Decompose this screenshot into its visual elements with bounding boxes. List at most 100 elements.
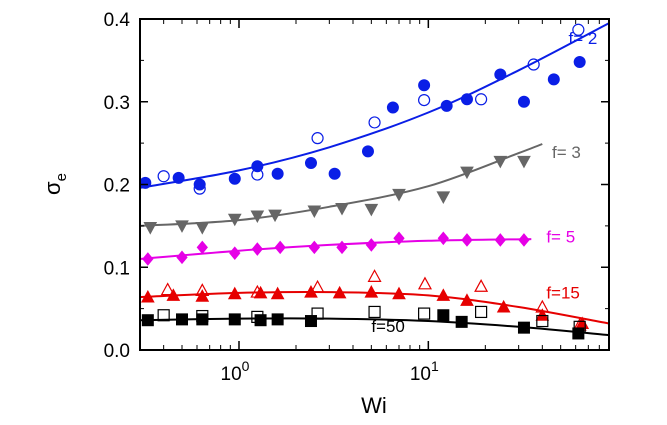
series-5-filled-point-8 (437, 309, 450, 322)
series-2-filled-point-14 (517, 155, 531, 169)
y-tick-label: 0.4 (104, 10, 131, 31)
series-1-filled-point-12 (440, 99, 453, 112)
x-axis-title: Wi (361, 393, 387, 418)
series-3-filled-point-14 (518, 233, 530, 247)
y-tick-label: 0.1 (104, 258, 130, 279)
series-2-filled-point-10 (392, 188, 406, 202)
series-4-open-point-6 (417, 276, 432, 290)
series-1-open-point-7 (475, 93, 488, 106)
series-5-filled-point-5 (254, 314, 267, 327)
series-5-filled-point-1 (141, 314, 154, 327)
series-3-filled-point-6 (274, 240, 286, 255)
series-1-filled-point-14 (494, 68, 507, 81)
series-5-filled-point-9 (455, 315, 468, 328)
plot-frame (139, 18, 610, 351)
series-3-filled-point-8 (336, 240, 348, 255)
series-2-filled-point-7 (307, 205, 322, 219)
series-2-filled-point-12 (460, 166, 474, 180)
series-4-filled-point-9 (364, 285, 379, 298)
series-4-open-point-7 (474, 279, 489, 292)
series-1-filled-point-17 (573, 56, 586, 69)
series-3-filled-point-4 (229, 246, 241, 260)
series-3-filled-point-11 (437, 231, 449, 246)
series-2-filled-point-4 (227, 213, 242, 227)
series-5-filled-point-11 (572, 327, 585, 340)
series-1-open-point-5 (368, 116, 381, 129)
series-4-filled-point-10 (392, 286, 406, 300)
series-4-fit-line (139, 290, 610, 325)
series-4-filled-point-4 (227, 286, 242, 300)
series-2-filled-point-1 (143, 222, 158, 235)
x-tick-label-base: 10 (410, 364, 431, 385)
series-4-filled-point-12 (460, 293, 474, 306)
series-1-fit-line (139, 22, 610, 189)
series-5-filled-point-10 (517, 321, 530, 334)
y-tick-label: 0.2 (104, 176, 130, 197)
series-1-open-point-4 (311, 132, 324, 145)
series-5-open-point-1 (157, 309, 170, 322)
series-1-open-point-1 (157, 170, 170, 183)
y-axis-title-sub: e (53, 173, 70, 181)
series-1-filled-point-3 (193, 178, 206, 191)
series-3-filled-point-3 (196, 240, 208, 255)
series-3-filled-point-2 (176, 250, 188, 265)
series-1-filled-point-2 (172, 171, 185, 184)
series-4-filled-point-14 (535, 308, 550, 321)
series-2-filled-point-6 (268, 209, 282, 223)
series-4-open-point-1 (160, 282, 175, 296)
series-1-filled-point-6 (271, 167, 284, 180)
series-5-filled-point-4 (228, 313, 241, 326)
series-4-filled-point-11 (436, 288, 451, 301)
series-4-filled-point-7 (304, 285, 318, 298)
series-1-filled-point-9 (361, 145, 374, 158)
series-4-open-point-4 (310, 279, 325, 293)
series-2-filled-point-2 (175, 220, 189, 233)
series-4-filled-point-2 (166, 288, 181, 301)
series-5-filled-point-7 (304, 315, 317, 328)
y-tick-label: 0.3 (104, 93, 130, 114)
series-5-open-point-7 (475, 305, 488, 319)
fit-curves (139, 22, 610, 337)
series-labels: f= 2 f= 3 f= 5 f=15 f=50 (371, 29, 597, 336)
series-5-filled-point-6 (271, 313, 284, 326)
series-1-filled-point-15 (517, 95, 530, 108)
series-4-filled-point-3 (195, 289, 210, 302)
y-axis-title-base: σ (40, 181, 65, 195)
series-1-filled-point-8 (328, 167, 341, 180)
series-5-filled-point-3 (196, 313, 209, 326)
series-3-filled-point-7 (308, 240, 320, 255)
series-5-label: f=50 (371, 317, 405, 336)
x-tick-label-base: 10 (221, 364, 242, 385)
series-2-filled-point-8 (335, 202, 349, 216)
x-tick-label-exponent: 0 (242, 358, 250, 374)
series-1-filled-point-11 (418, 79, 431, 92)
series-3-filled-point-10 (393, 231, 405, 246)
series-2-filled-point-5 (250, 210, 265, 223)
series-1-filled-point-1 (139, 176, 152, 189)
series-1-filled-point-13 (460, 93, 473, 106)
series-5-open-point-8 (536, 314, 549, 328)
series-4-open-point-5 (367, 269, 382, 282)
data-markers (139, 23, 590, 340)
series-1-open-point-8 (527, 58, 540, 71)
series-1-filled-point-5 (251, 160, 264, 173)
series-4-filled-point-5 (253, 285, 268, 299)
series-4-filled-point-6 (270, 286, 285, 300)
series-5-filled-point-2 (176, 313, 189, 326)
series-4-filled-point-8 (332, 285, 347, 299)
series-3-filled-point-9 (365, 238, 377, 252)
series-3-filled-point-1 (142, 252, 154, 266)
series-1-label: f= 2 (569, 29, 598, 48)
series-1-filled-point-16 (547, 73, 560, 86)
series-3-filled-point-5 (251, 242, 263, 256)
series-4-filled-point-13 (496, 299, 511, 313)
series-2-filled-point-13 (493, 155, 508, 169)
series-2-filled-point-9 (364, 203, 379, 217)
series-2-filled-point-11 (436, 191, 451, 204)
y-axis-title: σe (40, 173, 70, 195)
series-5-open-point-4 (311, 307, 324, 320)
series-1-open-point-6 (418, 93, 431, 107)
y-tick-label: 0.0 (104, 341, 130, 362)
